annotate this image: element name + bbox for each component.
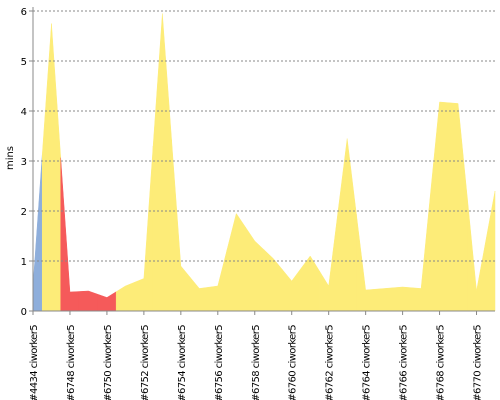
area-segment	[448, 102, 468, 312]
y-tick-label: 1	[21, 257, 27, 268]
area-segment	[300, 255, 320, 312]
area-segment	[393, 286, 413, 312]
x-tick-label: #6752 ciworker5	[140, 325, 151, 400]
x-tick-label: #6768 ciworker5	[436, 325, 447, 400]
area-segment	[97, 291, 117, 312]
area-segment	[60, 157, 80, 312]
area-segment	[263, 249, 283, 312]
x-tick-label: #6748 ciworker5	[66, 325, 77, 400]
area-segment	[411, 195, 431, 312]
area-segment	[78, 290, 98, 312]
x-tick-label: #6764 ciworker5	[362, 325, 373, 400]
y-tick-label: 2	[21, 207, 27, 218]
area-segment	[430, 101, 450, 312]
area-segment	[245, 226, 265, 312]
area-segment	[32, 154, 43, 312]
y-tick-label: 0	[21, 307, 27, 318]
x-tick-label: #6750 ciworker5	[103, 325, 114, 400]
area-segment	[208, 249, 228, 312]
y-axis-label: mins	[5, 146, 16, 170]
area-segment	[337, 138, 357, 312]
x-tick-label: #6756 ciworker5	[214, 325, 225, 400]
area-segment	[152, 13, 172, 312]
area-segment	[485, 190, 496, 312]
area-segment	[356, 214, 376, 312]
x-tick-label: #4434 ciworker5	[29, 325, 40, 400]
area-segment	[282, 267, 302, 312]
x-tick-label: #6770 ciworker5	[473, 325, 484, 400]
area-segment	[467, 197, 487, 312]
area-segment	[226, 212, 246, 312]
area-segment	[115, 281, 135, 312]
x-tick-label: #6758 ciworker5	[251, 325, 262, 400]
area-segment	[319, 212, 339, 312]
area-segment	[189, 276, 209, 312]
x-tick-label: #6754 ciworker5	[177, 325, 188, 400]
area-segment	[171, 139, 191, 312]
area-segment	[41, 23, 61, 312]
x-tick-label: #6760 ciworker5	[288, 325, 299, 400]
area-segment	[374, 287, 394, 312]
y-tick-label: 5	[21, 57, 27, 68]
x-tick-label: #6766 ciworker5	[399, 325, 410, 400]
y-tick-label: 4	[21, 107, 27, 118]
y-tick-label: 3	[21, 157, 27, 168]
y-tick-label: 6	[21, 7, 27, 18]
area-segment	[134, 145, 154, 312]
x-tick-label: #6762 ciworker5	[325, 325, 336, 400]
